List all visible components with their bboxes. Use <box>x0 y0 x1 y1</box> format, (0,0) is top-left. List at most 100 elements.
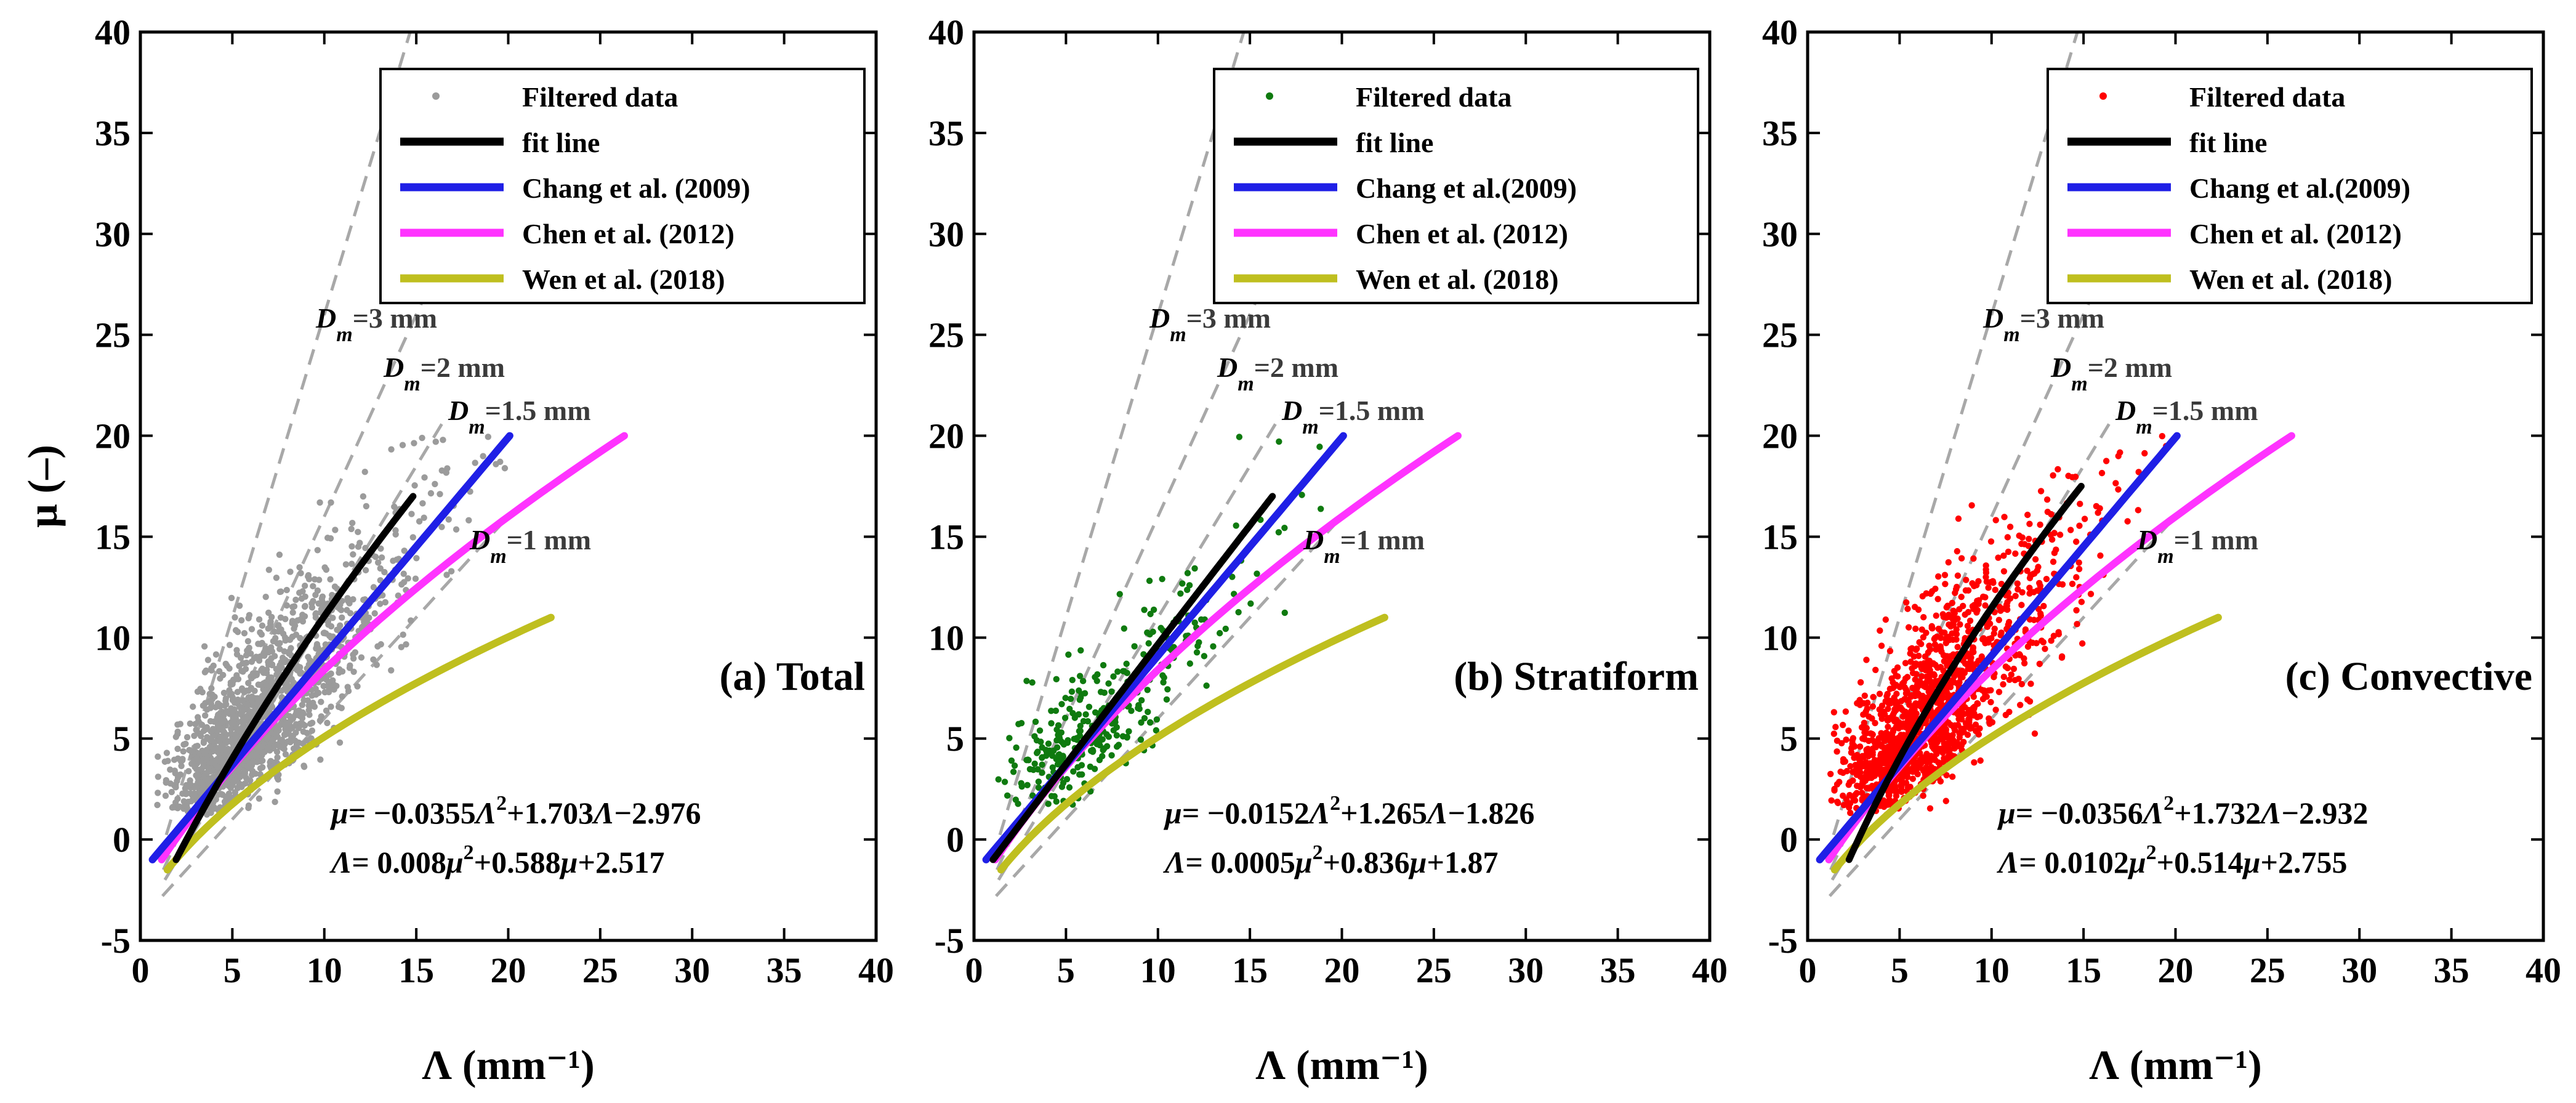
scatter-point <box>1018 783 1025 790</box>
scatter-point <box>176 803 183 810</box>
scatter-point <box>485 434 492 440</box>
scatter-point <box>198 779 204 786</box>
scatter-point <box>1145 640 1152 647</box>
scatter-point <box>2014 580 2021 587</box>
legend-label: fit line <box>522 127 600 158</box>
scatter-point <box>1886 647 1894 655</box>
dm-subscript: m <box>1170 323 1186 346</box>
scatter-point <box>2050 558 2057 565</box>
scatter-point <box>1247 600 1254 607</box>
scatter-point <box>1925 688 1932 695</box>
scatter-point <box>2004 665 2011 672</box>
scatter-point <box>204 733 211 741</box>
scatter-point <box>1917 749 1923 757</box>
x-tick-label: 25 <box>1416 950 1452 990</box>
scatter-point <box>350 551 356 558</box>
equation-mu: μ= −0.0356Λ2+1.732Λ−2.932 <box>1997 792 2369 830</box>
scatter-point <box>300 697 307 704</box>
scatter-point <box>1120 668 1127 674</box>
eq-part: 2 <box>1313 841 1323 864</box>
scatter-point <box>212 651 220 658</box>
scatter-point <box>325 689 332 696</box>
scatter-point <box>2097 552 2104 559</box>
x-tick-label: 10 <box>307 950 342 990</box>
scatter-point <box>1254 570 1260 577</box>
scatter-point <box>1894 664 1901 671</box>
scatter-point <box>1950 607 1957 615</box>
scatter-point <box>1970 555 1977 562</box>
eq-part: μ <box>445 845 464 879</box>
scatter-point <box>1943 604 1950 611</box>
scatter-point <box>162 792 169 799</box>
scatter-point <box>265 567 273 573</box>
scatter-point <box>183 733 191 741</box>
scatter-point <box>1096 756 1103 764</box>
scatter-point <box>238 709 246 716</box>
scatter-point <box>1966 711 1973 719</box>
scatter-point <box>1100 746 1106 754</box>
scatter-point <box>2077 501 2083 507</box>
dm-symbol: D <box>1303 524 1324 556</box>
scatter-point <box>1990 630 1997 637</box>
scatter-point <box>2021 541 2028 547</box>
dm-label-1: Dm=2 mm <box>1217 352 1338 395</box>
scatter-point <box>1045 740 1052 747</box>
scatter-point <box>1927 646 1934 653</box>
scatter-point <box>1970 693 1977 700</box>
scatter-point <box>2036 580 2043 586</box>
scatter-point <box>1114 668 1121 675</box>
scatter-point <box>218 756 225 763</box>
scatter-point <box>2050 472 2056 479</box>
scatter-point <box>209 692 216 700</box>
scatter-point <box>411 482 418 489</box>
scatter-point <box>180 748 187 755</box>
dm-label-0: Dm=3 mm <box>1982 302 2104 346</box>
scatter-point <box>187 720 194 727</box>
dm-label-2: Dm=1.5 mm <box>2115 395 2258 438</box>
scatter-point <box>356 539 363 546</box>
eq-part: +1.265 <box>1340 796 1427 830</box>
scatter-point <box>2067 527 2074 533</box>
scatter-point <box>168 788 175 796</box>
scatter-point <box>273 748 281 756</box>
scatter-point <box>226 642 233 648</box>
scatter-point <box>2026 698 2034 705</box>
y-tick-label: 0 <box>1780 820 1798 860</box>
scatter-point <box>274 788 281 795</box>
scatter-point <box>382 599 389 606</box>
scatter-point <box>1883 729 1890 736</box>
scatter-point <box>174 778 180 785</box>
scatter-point <box>1937 645 1944 652</box>
scatter-point <box>1828 797 1835 804</box>
scatter-point <box>181 802 188 809</box>
scatter-point <box>1918 760 1925 767</box>
scatter-point <box>392 531 399 538</box>
dm-subscript: m <box>469 416 485 438</box>
scatter-point <box>295 724 302 732</box>
scatter-point <box>190 703 196 710</box>
dm-label-3: Dm=1 mm <box>469 524 591 568</box>
y-tick-label: -5 <box>1768 921 1798 961</box>
scatter-point <box>200 739 207 746</box>
scatter-point <box>348 560 355 567</box>
x-tick-label: 30 <box>2341 950 2377 990</box>
scatter-point <box>1039 761 1045 768</box>
scatter-point <box>2159 432 2166 440</box>
scatter-point <box>222 739 230 746</box>
scatter-point <box>2018 681 2026 688</box>
x-tick-label: 0 <box>965 950 983 990</box>
eq-part: μ <box>2242 845 2261 879</box>
scatter-point <box>421 514 427 521</box>
scatter-point <box>1890 728 1897 735</box>
scatter-point <box>2026 535 2032 543</box>
scatter-point <box>412 575 419 582</box>
scatter-point <box>1885 723 1891 730</box>
scatter-point <box>2005 621 2011 628</box>
scatter-point <box>1116 591 1123 597</box>
scatter-point <box>265 743 272 751</box>
scatter-point <box>220 671 227 679</box>
scatter-point <box>204 777 211 783</box>
scatter-point <box>1856 743 1864 750</box>
scatter-point <box>2034 567 2040 574</box>
